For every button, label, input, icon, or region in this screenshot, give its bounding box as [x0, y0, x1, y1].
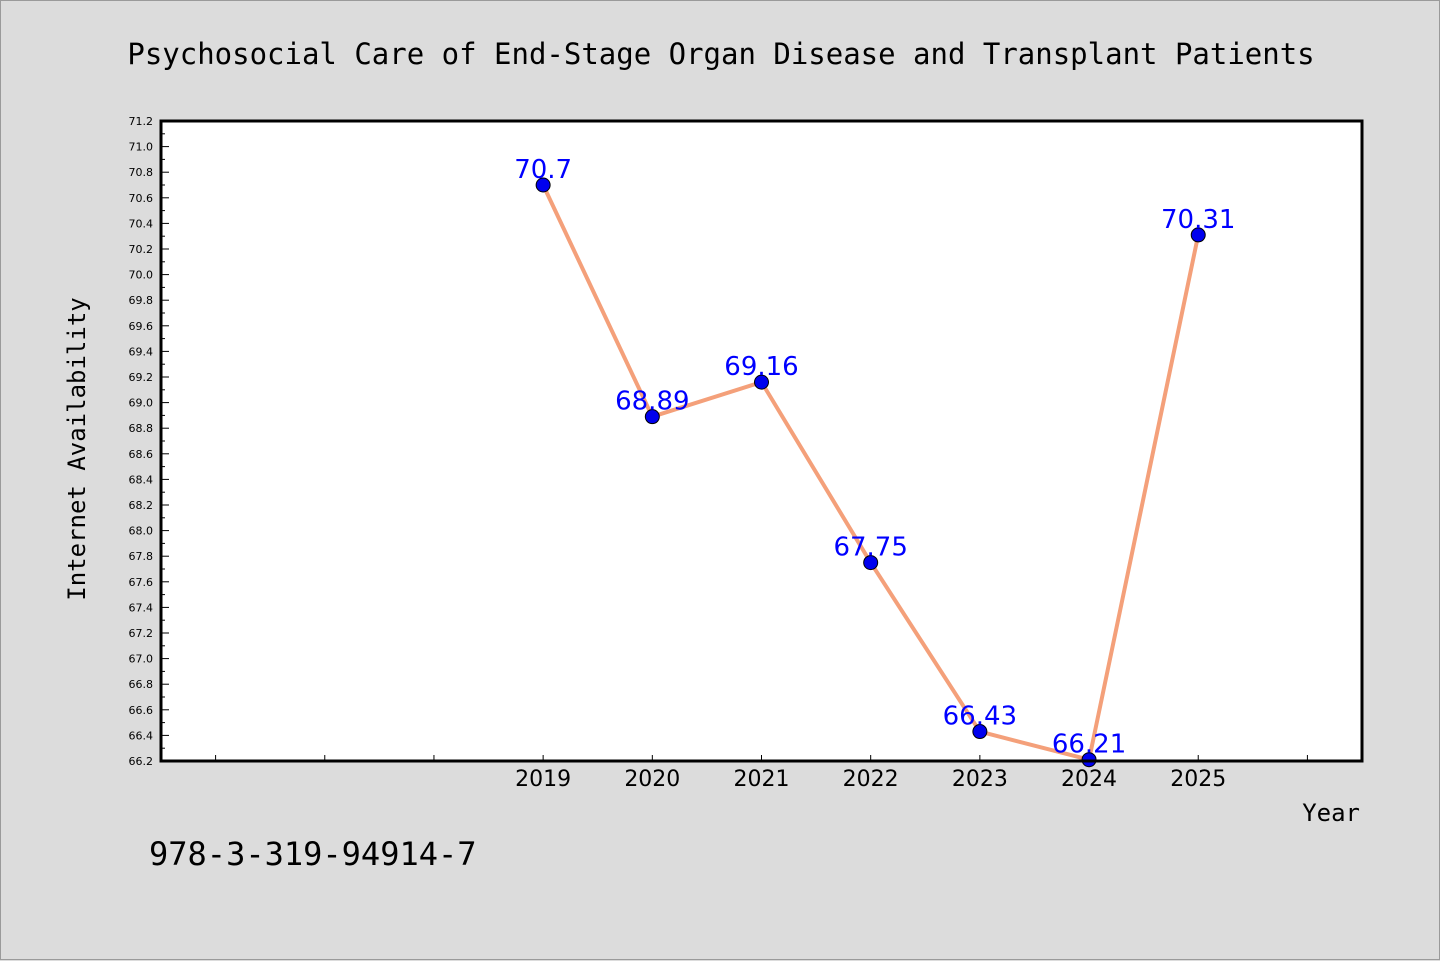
y-tick-label: 67.8 — [129, 550, 154, 563]
y-tick-label: 67.0 — [129, 653, 154, 666]
data-point-2023 — [972, 724, 988, 740]
data-label-2025: 70.31 — [1161, 205, 1235, 235]
y-tick-label: 69.0 — [129, 397, 154, 410]
data-label-2020: 68.89 — [615, 387, 689, 417]
y-axis-ticks: 66.2 66.4 66.6 66.8 67.0 67.2 67.4 67.6 67.8 68.0… — [129, 115, 169, 768]
y-tick-label: 69.4 — [129, 345, 154, 358]
data-point-2019 — [535, 177, 551, 193]
y-tick-label: 70.0 — [129, 269, 154, 282]
x-tick-label: 2025 — [1170, 767, 1226, 792]
x-axis-label: Year — [1302, 799, 1360, 827]
y-tick-label: 69.8 — [129, 294, 154, 307]
y-tick-label: 66.8 — [129, 678, 154, 691]
y-tick-label: 68.6 — [129, 448, 154, 461]
y-tick-label: 68.4 — [129, 473, 154, 486]
chart-title: Psychosocial Care of End-Stage Organ Dis… — [127, 37, 1314, 71]
isbn-footer: 978-3-319-94914-7 — [149, 835, 477, 873]
y-tick-label: 67.6 — [129, 576, 154, 589]
x-tick-label: 2020 — [624, 767, 680, 792]
y-axis-label: Internet Availability — [63, 297, 91, 600]
y-tick-label: 66.2 — [129, 755, 154, 768]
y-tick-label: 68.2 — [129, 499, 154, 512]
y-tick-label: 70.8 — [129, 166, 154, 179]
data-point-2020 — [644, 409, 660, 425]
plot-border — [159, 119, 1364, 763]
x-tick-label: 2021 — [734, 767, 790, 792]
data-point-2025 — [1190, 227, 1206, 243]
data-point-2021 — [754, 374, 769, 390]
x-tick-label: 2019 — [515, 767, 571, 792]
x-axis-ticks: 2019 2020 2021 2022 2023 2024 2025 — [215, 755, 1308, 792]
y-tick-label: 68.0 — [129, 525, 154, 538]
y-tick-label: 70.4 — [129, 217, 154, 230]
y-tick-label: 69.2 — [129, 371, 154, 384]
data-label-2023: 66.43 — [943, 702, 1017, 732]
data-point-2022 — [863, 555, 879, 571]
data-points — [535, 177, 1206, 768]
y-tick-label: 67.2 — [129, 627, 154, 640]
data-label-2022: 67.75 — [833, 533, 907, 563]
data-label-2019: 70.7 — [514, 155, 572, 185]
y-tick-label: 68.8 — [129, 422, 154, 435]
y-tick-label: 66.6 — [129, 704, 154, 717]
y-tick-label: 71.2 — [129, 115, 154, 128]
y-tick-label: 67.4 — [129, 601, 154, 614]
y-tick-label: 70.2 — [129, 243, 154, 256]
data-labels: 70.7 68.89 69.16 67.75 66.43 66.21 70.31 — [514, 155, 1235, 760]
y-tick-label: 66.4 — [129, 729, 154, 742]
y-tick-label: 70.6 — [129, 192, 154, 205]
plot-area — [161, 121, 1362, 761]
data-label-2021: 69.16 — [724, 352, 798, 382]
y-tick-label: 71.0 — [129, 141, 154, 154]
x-tick-label: 2024 — [1061, 767, 1117, 792]
x-tick-label: 2023 — [952, 767, 1008, 792]
y-tick-label: 69.6 — [129, 320, 154, 333]
data-label-2024: 66.21 — [1052, 730, 1126, 760]
x-tick-label: 2022 — [843, 767, 899, 792]
